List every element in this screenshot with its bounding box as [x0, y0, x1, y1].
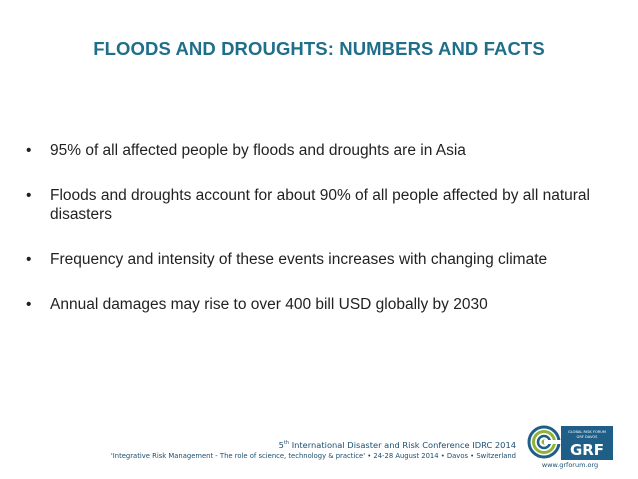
grf-swirl-icon	[527, 425, 561, 459]
footer-ordinal: 5	[278, 439, 284, 450]
bullet-text: Annual damages may rise to over 400 bill…	[50, 296, 488, 313]
footer-ordinal-suffix: th	[283, 440, 290, 446]
bullet-marker: •	[26, 142, 32, 159]
logo-url: www.grforum.org	[541, 461, 599, 469]
bullet-marker: •	[26, 251, 32, 268]
footer-tagline: 'Integrative Risk Management - The role …	[110, 451, 516, 460]
bullet-text: Frequency and intensity of these events …	[50, 251, 548, 268]
grf-logo-panel	[561, 426, 613, 460]
bullet-text: 95% of all affected people by floods and…	[50, 142, 466, 159]
grf-logo: GLOBAL RISK FORUM GRF DAVOS GRF	[527, 425, 613, 460]
bullet-item: • Floods and droughts account for about …	[26, 186, 626, 224]
bullet-marker: •	[26, 296, 32, 313]
grf-logo-small-text-1: GLOBAL RISK FORUM	[568, 430, 606, 434]
grf-logo-acronym: GRF	[570, 441, 604, 459]
footer-conference-name: International Disaster and Risk Conferen…	[289, 439, 516, 450]
bullet-item: • Annual damages may rise to over 400 bi…	[26, 295, 626, 314]
bullet-marker: •	[26, 187, 32, 204]
bullet-item: • 95% of all affected people by floods a…	[26, 141, 626, 160]
bullet-text: Floods and droughts account for about 90…	[50, 187, 590, 223]
slide-title: FLOODS AND DROUGHTS: NUMBERS AND FACTS	[93, 38, 545, 59]
bullet-item: • Frequency and intensity of these event…	[26, 250, 626, 269]
footer: 5th International Disaster and Risk Conf…	[20, 438, 516, 461]
bullet-list: • 95% of all affected people by floods a…	[26, 141, 626, 340]
footer-conference: 5th International Disaster and Risk Conf…	[20, 438, 516, 451]
grf-logo-small-text-2: GRF DAVOS	[577, 435, 599, 439]
